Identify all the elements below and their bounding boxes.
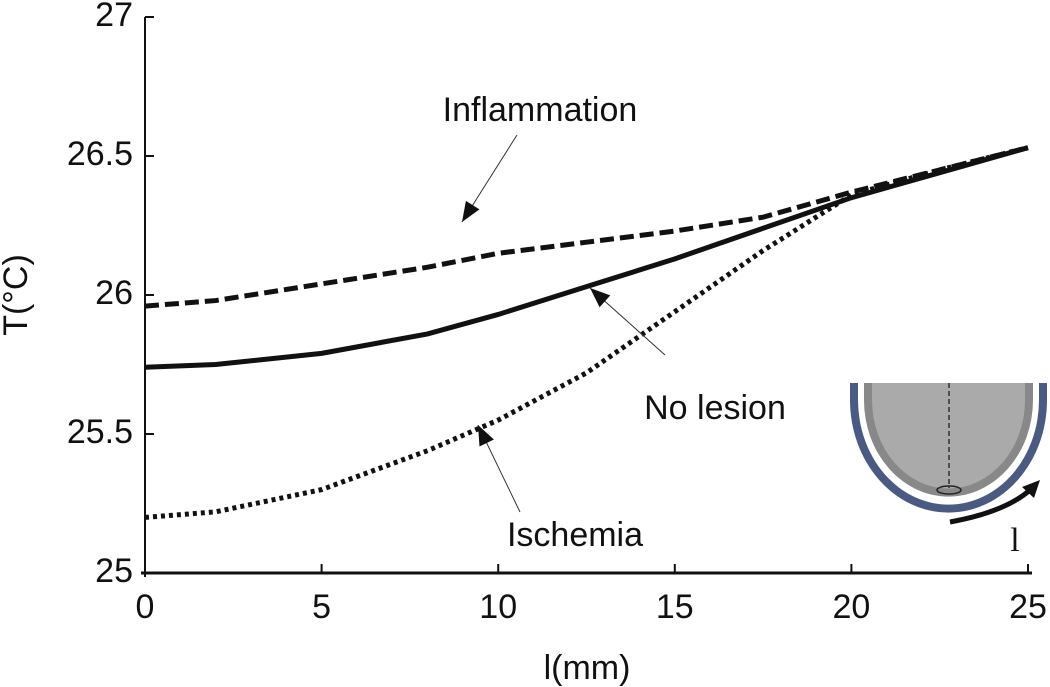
x-tick-label: 15	[656, 588, 694, 626]
x-tick-label: 5	[312, 588, 331, 626]
x-tick-label: 25	[1009, 588, 1047, 626]
inset-label: l	[1010, 522, 1019, 559]
series-line	[144, 145, 1029, 309]
series-line	[144, 145, 1029, 520]
inset-diagram	[850, 383, 1047, 525]
arrow-head	[478, 425, 494, 447]
x-axis-label: l(mm)	[544, 649, 631, 687]
y-tick-label: 26.5	[67, 135, 133, 173]
annotation: Ischemia	[507, 516, 643, 554]
arrow-head	[462, 200, 480, 222]
annotation: No lesion	[644, 389, 786, 427]
x-tick-label: 20	[832, 588, 870, 626]
y-tick-label: 25.5	[67, 413, 133, 451]
y-tick-label: 27	[95, 0, 133, 34]
x-tick-label: 0	[136, 588, 155, 626]
y-tick-label: 26	[95, 274, 133, 312]
y-axis-label: T(°C)	[0, 254, 35, 336]
arrow-head	[590, 288, 611, 308]
x-tick-label: 10	[479, 588, 517, 626]
annotation: Inflammation	[443, 91, 638, 129]
y-tick-label: 25	[95, 552, 133, 590]
series-line	[144, 145, 1029, 370]
